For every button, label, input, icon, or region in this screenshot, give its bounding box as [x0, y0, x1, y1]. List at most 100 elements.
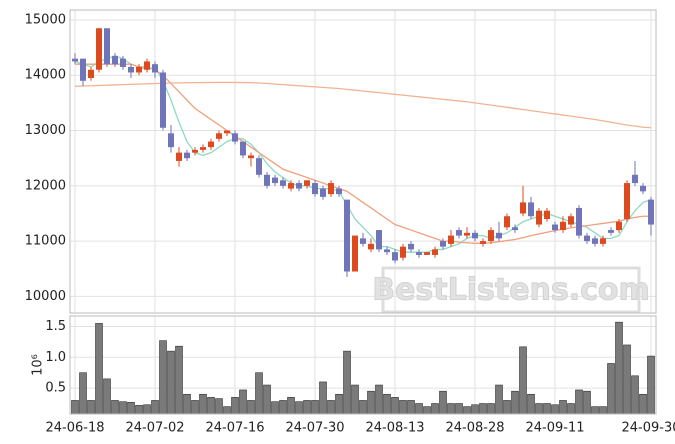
volume-bar — [415, 403, 423, 415]
x-tick-label: 24-07-02 — [125, 421, 184, 436]
candle-body — [624, 183, 630, 220]
y-tick-label: 10000 — [25, 289, 66, 304]
volume-bar — [79, 372, 87, 415]
candle-body — [424, 252, 430, 255]
volume-bar — [175, 345, 183, 415]
watermark: BestListens.com — [372, 273, 650, 308]
candle-body — [224, 130, 230, 134]
y-tick-label: 0.5 — [45, 381, 66, 396]
candle-body — [496, 232, 502, 239]
y-tick-label: 13000 — [25, 123, 66, 138]
volume-bar — [375, 384, 383, 415]
volume-bar — [167, 350, 175, 415]
volume-bar — [247, 400, 255, 415]
volume-bar — [391, 397, 399, 415]
volume-bar — [623, 344, 631, 415]
volume-bar — [487, 403, 495, 415]
candle-body — [480, 241, 486, 244]
candle-body — [88, 69, 94, 79]
volume-bar — [215, 398, 223, 415]
volume-bar — [311, 400, 319, 415]
candle-body — [448, 235, 454, 244]
candle-body — [608, 230, 614, 233]
volume-bar — [407, 400, 415, 415]
volume-bar — [647, 355, 655, 415]
candle-body — [584, 235, 590, 242]
candle-body — [72, 58, 78, 62]
y-tick-label: 14000 — [25, 68, 66, 83]
candle-body — [544, 210, 550, 220]
candle-body — [616, 221, 622, 231]
candle-body — [288, 183, 294, 189]
candle-body — [512, 227, 518, 231]
candle-body — [248, 155, 254, 159]
candle-body — [208, 141, 214, 148]
candle-body — [360, 238, 366, 244]
candle-body — [232, 133, 238, 142]
volume-bar — [271, 401, 279, 415]
candle-body — [536, 210, 542, 225]
volume-bar — [239, 389, 247, 415]
candle-body — [136, 66, 142, 73]
volume-bar — [423, 406, 431, 415]
volume-bar — [295, 401, 303, 415]
candle-body — [520, 202, 526, 214]
candle-body — [272, 177, 278, 184]
volume-bar — [151, 400, 159, 415]
volume-bar — [511, 390, 519, 415]
volume-bar — [399, 400, 407, 415]
candle-body — [320, 188, 326, 197]
candle-body — [400, 246, 406, 258]
candle-body — [552, 224, 558, 231]
volume-bar — [551, 404, 559, 415]
candle-body — [184, 152, 190, 159]
watermark-box — [381, 266, 641, 314]
volume-bar — [263, 384, 271, 415]
y-tick-label: 1.5 — [45, 319, 66, 334]
volume-bar — [327, 400, 335, 415]
volume-bar — [439, 390, 447, 415]
volume-bar — [639, 393, 647, 415]
candle-body — [144, 61, 150, 70]
candle-body — [168, 133, 174, 148]
volume-bar — [143, 404, 151, 415]
volume-bar — [231, 397, 239, 415]
candle-body — [432, 249, 438, 255]
candle-body — [312, 183, 318, 195]
volume-bar — [359, 400, 367, 415]
volume-bar — [183, 393, 191, 415]
candle-body — [280, 180, 286, 186]
x-tick-label: 24-09-30 — [621, 421, 675, 436]
candle-body — [416, 252, 422, 255]
volume-bar — [383, 393, 391, 415]
volume-bar — [607, 363, 615, 415]
candle-body — [344, 199, 350, 272]
moving-average-line — [74, 81, 652, 129]
volume-bar — [583, 390, 591, 415]
volume-bar — [503, 400, 511, 415]
candle-body — [112, 55, 118, 65]
volume-bar — [455, 403, 463, 415]
volume-bar — [87, 400, 95, 415]
candle-body — [176, 152, 182, 161]
volume-bar — [303, 400, 311, 415]
volume-bar — [343, 350, 351, 415]
volume-bar — [255, 372, 263, 415]
volume-bar — [207, 397, 215, 415]
volume-bar — [431, 403, 439, 415]
volume-bar — [135, 405, 143, 415]
volume-bar — [495, 384, 503, 415]
panel-frame — [69, 9, 657, 314]
y-tick-label: 12000 — [25, 178, 66, 193]
candle-body — [256, 158, 262, 175]
volume-bar — [159, 340, 167, 415]
candle-body — [464, 232, 470, 236]
candle-body — [472, 232, 478, 239]
moving-average-line — [74, 55, 652, 253]
candle-body — [440, 241, 446, 247]
volume-bar — [519, 346, 527, 415]
volume-bar — [591, 406, 599, 415]
volume-bar — [279, 400, 287, 415]
candle-body — [296, 183, 302, 189]
volume-bar — [543, 403, 551, 415]
